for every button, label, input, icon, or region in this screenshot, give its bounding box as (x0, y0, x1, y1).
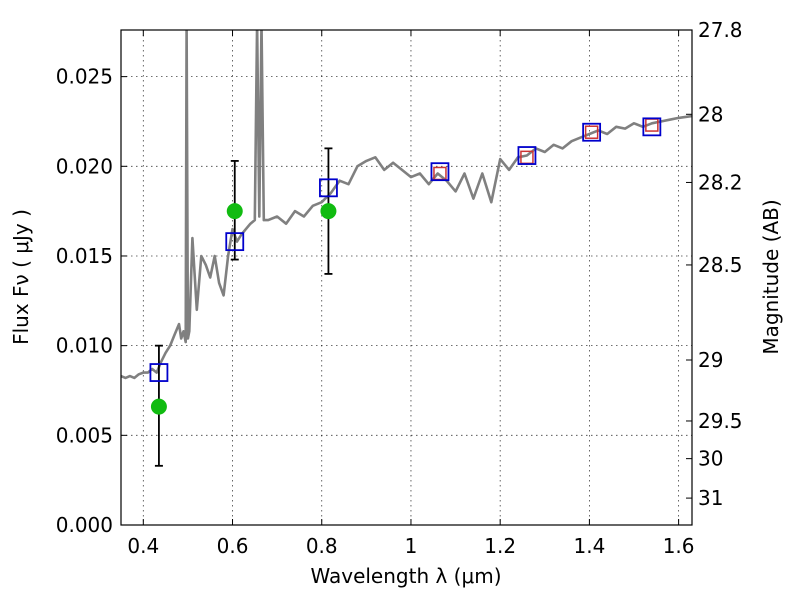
x-tick-label: 0.4 (127, 534, 159, 558)
y2-tick-label: 29.5 (698, 409, 743, 433)
x-tick-label: 1.4 (573, 534, 605, 558)
y2-tick-label: 31 (698, 486, 723, 510)
y2-tick-label: 29 (698, 348, 723, 372)
y-tick-label: 0.025 (56, 65, 113, 89)
observed-point (226, 203, 243, 220)
axis-layer: 0.4 0.6 0.8 1 1.2 1.4 1.6 0.000 0.005 0.010 0.015 0… (56, 18, 743, 558)
red-square-marker (584, 125, 599, 139)
y2-tick-label: 28 (698, 102, 723, 126)
y-tick-label: 0.005 (56, 423, 113, 447)
template-spectrum-line (121, 30, 692, 380)
grid-layer (121, 30, 692, 525)
y2-tick-label: 30 (698, 447, 723, 471)
y2-tick-label: 28.2 (698, 170, 743, 194)
y2-axis-label: Magnitude (AB) (759, 199, 783, 354)
model-square-marker (517, 146, 537, 165)
model-square-marker (149, 363, 169, 382)
x-axis-label: Wavelength λ (μm) (310, 564, 501, 588)
model-square-marker (430, 162, 450, 182)
x-tick-label: 1.2 (484, 534, 516, 558)
observed-point (320, 203, 337, 220)
x-tick-label: 0.8 (306, 534, 338, 558)
x-tick-label: 1 (405, 534, 418, 558)
plot-frame (120, 29, 693, 526)
y-axis-label: Flux Fν ( μJy ) (9, 209, 33, 345)
series-layer (121, 30, 692, 467)
x-tick-label: 1.6 (663, 534, 695, 558)
y2-tick-label: 27.8 (698, 18, 743, 42)
x-tick-label: 0.6 (217, 534, 249, 558)
model-square-marker (319, 178, 338, 198)
model-square-marker (582, 122, 602, 142)
y-tick-label: 0.015 (56, 244, 113, 268)
y-tick-label: 0.000 (56, 513, 113, 537)
y-tick-label: 0.020 (56, 154, 113, 178)
observed-point (150, 398, 167, 415)
y2-tick-label: 28.5 (698, 253, 743, 277)
model-square-marker (642, 117, 662, 137)
model-square-marker (225, 232, 245, 252)
y-tick-label: 0.010 (56, 334, 113, 358)
